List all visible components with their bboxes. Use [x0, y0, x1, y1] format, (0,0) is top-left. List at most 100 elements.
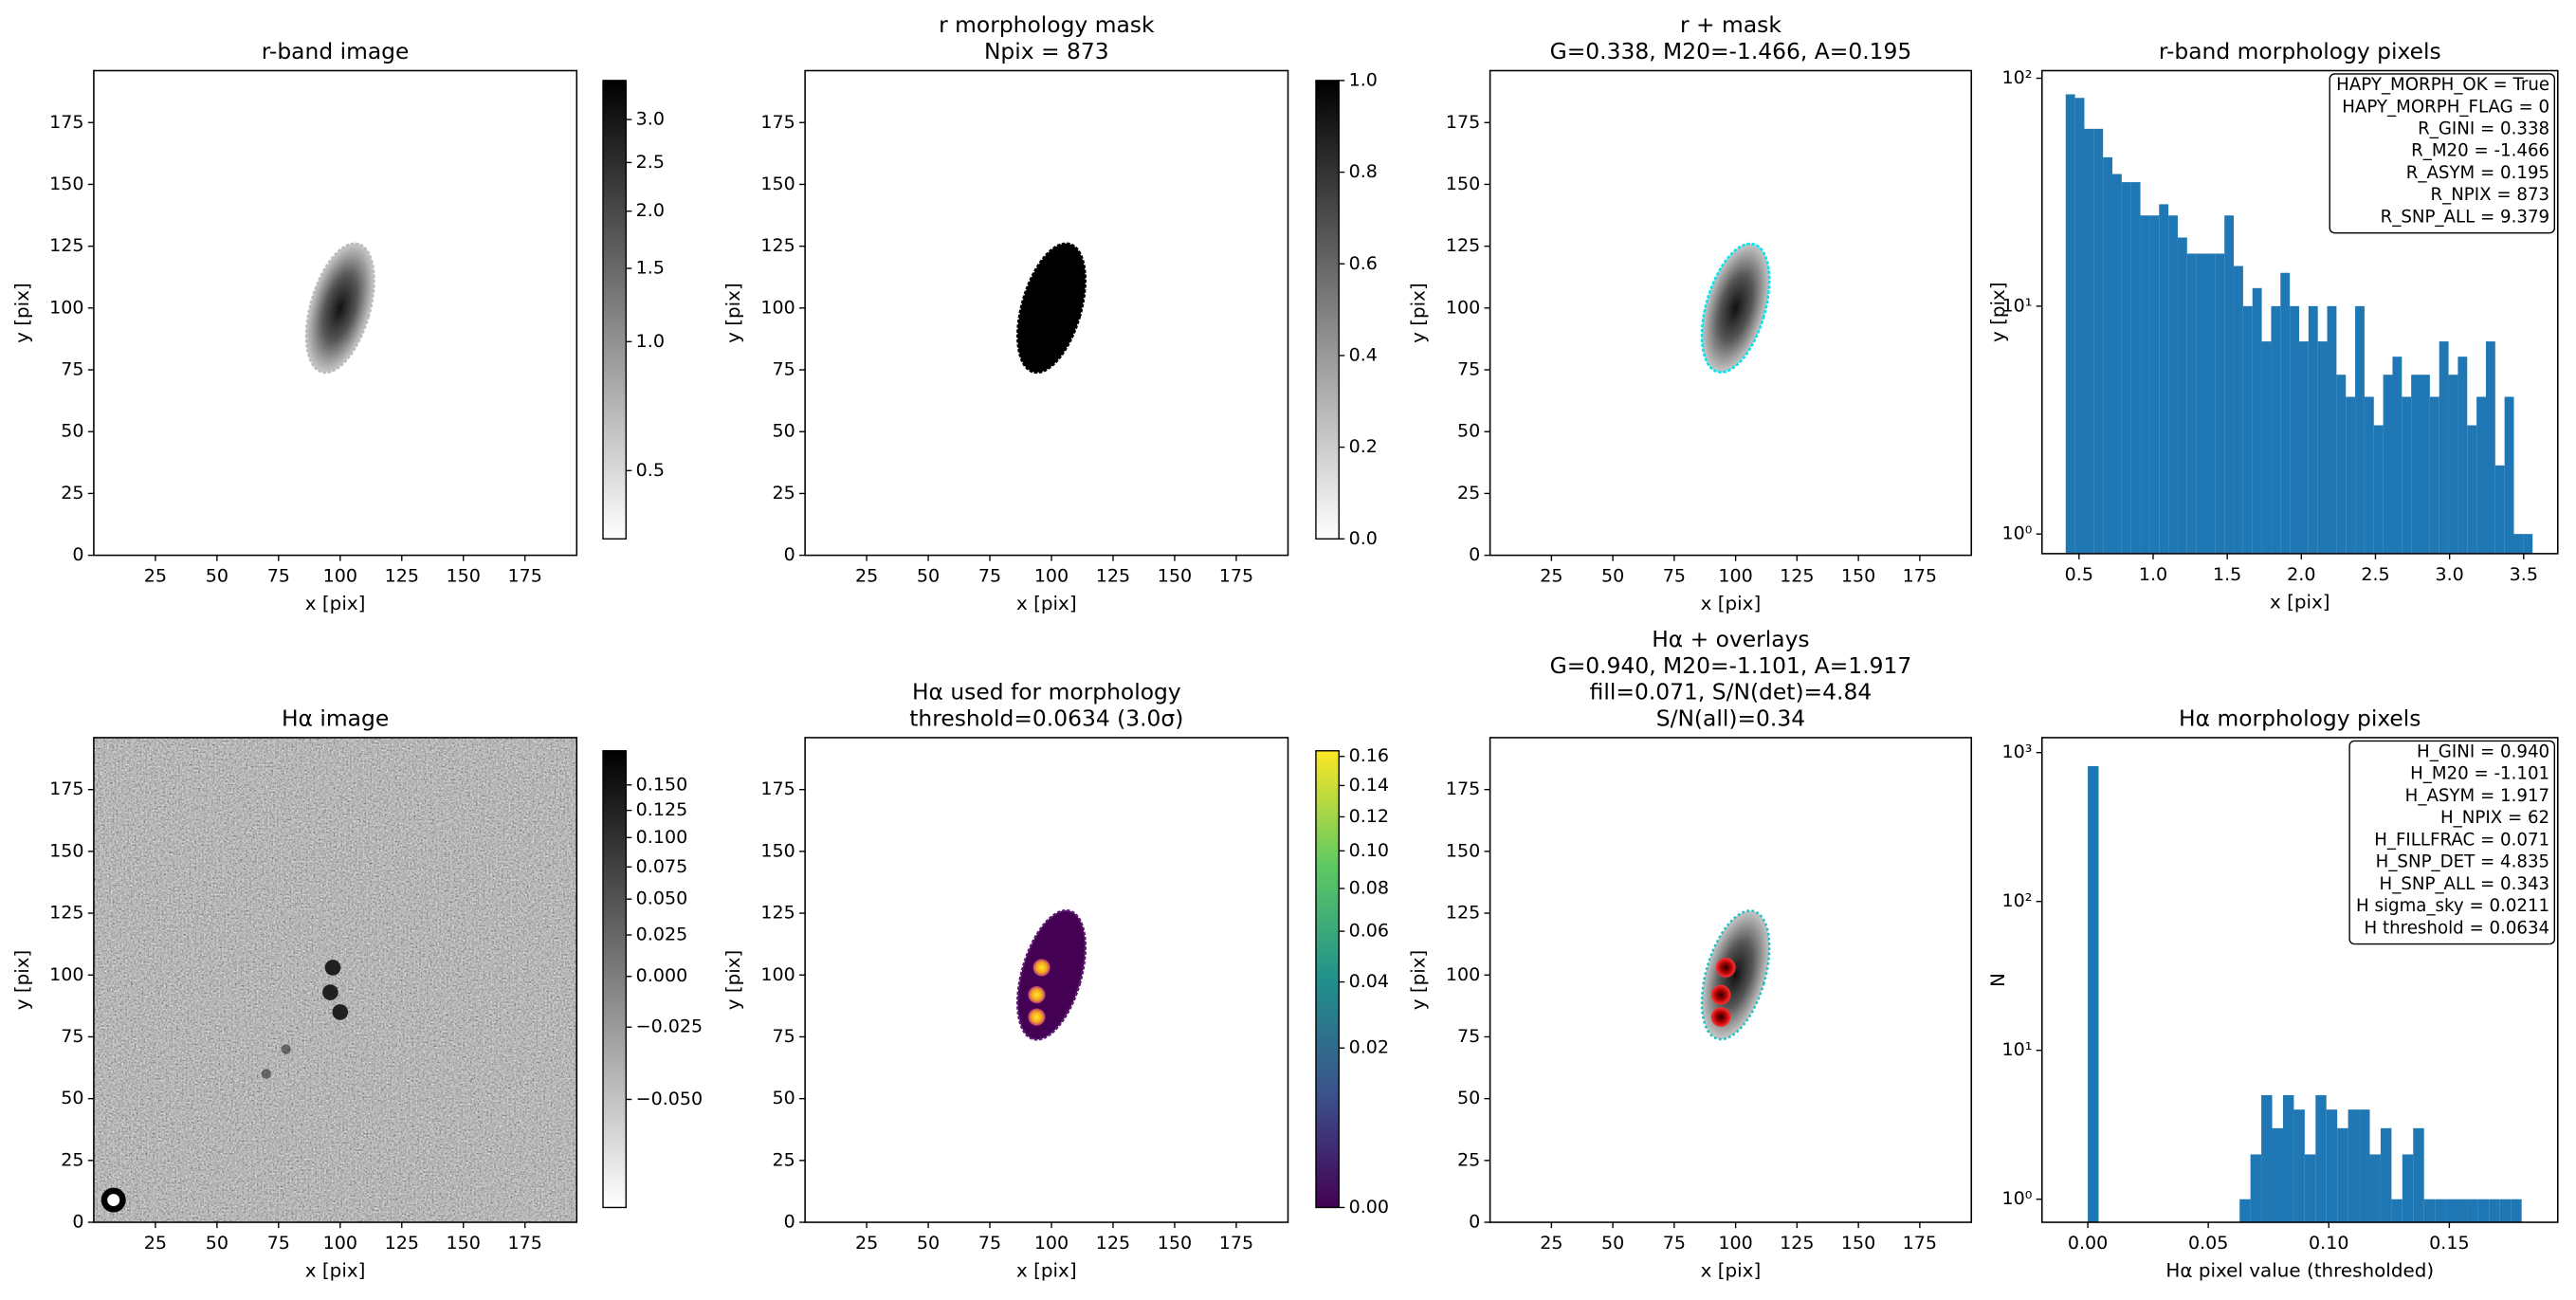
annotation-box — [2348, 740, 2556, 945]
histogram-bar — [2383, 375, 2393, 554]
annotation-text: R_SNP_ALL = 9.379 — [2381, 207, 2550, 227]
histogram-bar — [2112, 174, 2122, 554]
histogram-bar — [2293, 1109, 2305, 1223]
plot-area — [1016, 242, 1087, 375]
colorbar-tick-label: 0.4 — [1349, 344, 1378, 365]
y-tick-label: 10³ — [2001, 742, 2032, 762]
colorbar — [602, 750, 627, 1209]
colorbar-tick-label: 0.00 — [1349, 1197, 1389, 1218]
x-tick-label: 25 — [1540, 566, 1562, 587]
y-tick-label: 125 — [49, 903, 83, 924]
plot-area — [1016, 908, 1087, 1041]
histogram-bar — [2511, 1199, 2522, 1223]
x-axis-label: Hα pixel value (thresholded) — [2165, 1260, 2434, 1282]
plot-area — [1700, 242, 1771, 374]
histogram-bar — [2457, 357, 2468, 554]
y-tick-label: 175 — [49, 778, 83, 799]
plot-area — [2065, 94, 2533, 554]
y-tick-label: 150 — [1446, 840, 1480, 861]
x-tick-label: 150 — [447, 566, 481, 587]
colorbar-tick-label: 1.0 — [1349, 69, 1378, 90]
panel-title: Hα used for morphology — [912, 679, 1181, 705]
colorbar-tick-label: 0.075 — [636, 856, 688, 877]
x-tick-label: 50 — [1601, 566, 1624, 587]
histogram-bar — [2315, 1094, 2327, 1223]
axes-frame — [804, 69, 1289, 557]
x-axis-label: x [pix] — [305, 593, 366, 614]
colorbar — [1315, 80, 1340, 540]
histogram-bar — [2196, 253, 2206, 554]
histogram-bar — [2423, 1199, 2436, 1223]
x-tick-label: 100 — [323, 1233, 357, 1254]
histogram-bar — [2477, 1199, 2490, 1223]
colorbar-tick-label: 0.150 — [636, 774, 688, 795]
x-tick-label: 75 — [267, 1233, 290, 1254]
x-tick-label: 75 — [978, 566, 1001, 587]
colorbar-tick-label: 0.5 — [636, 460, 665, 481]
histogram-bar — [2355, 305, 2365, 554]
histogram-bar — [2380, 1127, 2392, 1223]
x-tick-label: 50 — [206, 1233, 228, 1254]
panel-title: fill=0.071, S/N(det)=4.84 — [1590, 679, 1873, 705]
histogram-bar — [2280, 272, 2291, 554]
annotation-text: H_SNP_ALL = 0.343 — [2380, 874, 2550, 894]
y-tick-label: 150 — [760, 174, 795, 194]
axes-frame — [2040, 737, 2559, 1223]
y-tick-label: 100 — [1446, 297, 1480, 318]
histogram-bar — [2271, 305, 2281, 554]
annotation-text: H_GINI = 0.940 — [2417, 742, 2549, 762]
x-tick-label: 175 — [1219, 1233, 1253, 1254]
y-tick-label: 150 — [1446, 174, 1480, 194]
x-tick-label: 50 — [1601, 1233, 1624, 1254]
histogram-bar — [2290, 305, 2299, 554]
colorbar-tick-label: 1.5 — [636, 258, 665, 279]
source-blob — [1700, 909, 1771, 1041]
histogram-bar — [2439, 341, 2449, 554]
y-tick-label: 0 — [1469, 544, 1480, 565]
panel: 0.00 0.05 0.10 0.15 10⁰ 10¹ 10² 10³ Hα morpholog… — [1987, 705, 2559, 1282]
colorbar-tick-label: 0.04 — [1349, 971, 1389, 992]
histogram-bar — [2186, 253, 2197, 554]
annotation-text: H_FILLFRAC = 0.071 — [2374, 830, 2549, 850]
y-axis-label: y [pix] — [1987, 282, 2009, 342]
plot-area — [1700, 909, 1771, 1041]
histogram-bar — [2373, 425, 2384, 554]
histogram-bar — [2359, 1109, 2370, 1223]
colorbar-tick-label: 0.02 — [1349, 1037, 1389, 1058]
y-tick-label: 125 — [1446, 903, 1480, 924]
x-tick-label: 175 — [1903, 566, 1937, 587]
y-axis-label: y [pix] — [11, 283, 33, 343]
histogram-bar — [2224, 215, 2235, 554]
annotation-text: H threshold = 0.0634 — [2365, 918, 2550, 938]
x-tick-label: 75 — [1663, 1233, 1686, 1254]
colorbar-tick-label: 0.08 — [1349, 878, 1389, 899]
y-tick-label: 10⁰ — [2001, 1188, 2032, 1209]
x-axis-label: x [pix] — [2270, 591, 2330, 613]
hot-spot — [1710, 984, 1731, 1005]
x-tick-label: 125 — [1780, 1233, 1814, 1254]
x-tick-label: 0.5 — [2065, 564, 2093, 585]
hot-spot — [1028, 1008, 1046, 1026]
histogram-bar — [2130, 182, 2141, 554]
x-tick-label: 100 — [323, 566, 357, 587]
y-tick-label: 75 — [61, 359, 83, 380]
histogram-bar — [2411, 375, 2421, 554]
x-axis-label: x [pix] — [305, 1260, 366, 1282]
y-tick-label: 75 — [772, 1026, 795, 1047]
y-tick-label: 100 — [49, 964, 83, 985]
x-tick-label: 0.00 — [2068, 1233, 2108, 1254]
histogram-bar — [2467, 1199, 2478, 1223]
histogram-bar — [2435, 1199, 2446, 1223]
plot-area — [93, 737, 577, 1223]
x-tick-label: 25 — [855, 566, 878, 587]
panel-title: G=0.338, M20=-1.466, A=0.195 — [1550, 38, 1912, 64]
histogram-bar — [2413, 1127, 2424, 1223]
panel-title: Hα + overlays — [1652, 626, 1809, 652]
x-tick-label: 3.5 — [2510, 564, 2538, 585]
histogram-bar — [2088, 765, 2099, 1223]
annotation-text: R_M20 = -1.466 — [2411, 141, 2549, 161]
panel-title: Npix = 873 — [984, 38, 1109, 64]
panel-title: r + mask — [1680, 11, 1781, 38]
panel-title: Hα image — [282, 705, 389, 731]
